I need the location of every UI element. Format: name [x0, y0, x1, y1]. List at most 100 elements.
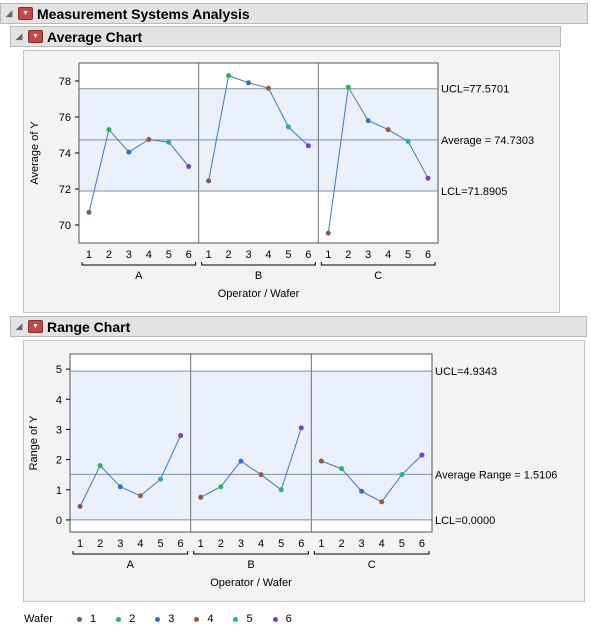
avg-data-point [246, 80, 252, 86]
legend-marker-icon [116, 616, 122, 622]
legend-item-label: 3 [168, 613, 175, 625]
avg-y-tick-label: 76 [59, 112, 71, 124]
avg-data-point [405, 138, 411, 144]
range-data-point [218, 484, 224, 490]
avg-lcl-label: LCL=71.8905 [441, 186, 507, 198]
disclosure-triangle-icon[interactable]: ◢ [5, 8, 13, 18]
range-group-bracket [193, 551, 309, 555]
range-series-line [79, 435, 182, 507]
avg-x-tick-label: 6 [305, 249, 311, 261]
average-chart-header: ◢ ▼ Average Chart [10, 26, 561, 47]
report-header: ◢ ▼ Measurement Systems Analysis [0, 3, 588, 24]
avg-y-tick-label: 72 [59, 184, 71, 196]
range-control-band [70, 371, 432, 520]
legend-label: Wafer [24, 613, 53, 625]
avg-data-point [345, 84, 351, 90]
range-series-line [321, 454, 423, 503]
range-group-bracket [313, 551, 430, 555]
range-x-tick-label: 2 [97, 538, 103, 550]
range-data-point [399, 472, 405, 478]
legend-item-label: 1 [89, 613, 97, 625]
avg-x-tick-label: 6 [425, 249, 431, 261]
avg-group-bracket [320, 262, 436, 266]
range-x-tick-label: 6 [178, 538, 184, 550]
range-data-point [359, 488, 365, 494]
red-triangle-menu-icon[interactable]: ▼ [28, 320, 43, 333]
avg-ucl-label: UCL=77.5701 [441, 84, 509, 96]
range-x-axis-title: Operator / Wafer [210, 577, 292, 589]
range-data-point [258, 472, 264, 478]
range-data-point [198, 494, 204, 500]
range-group-bracket [72, 551, 189, 555]
avg-y-axis-title: Average of Y [29, 121, 41, 185]
legend-marker-icon [76, 616, 82, 622]
avg-data-point [106, 127, 112, 133]
range-data-point [318, 458, 324, 464]
disclosure-triangle-icon[interactable]: ◢ [15, 321, 23, 331]
avg-x-tick-label: 2 [106, 249, 112, 261]
avg-data-point [166, 139, 172, 145]
range-x-tick-label: 1 [77, 538, 83, 550]
avg-data-point [385, 127, 391, 133]
avg-x-tick-label: 6 [186, 249, 192, 261]
avg-y-tick-label: 70 [59, 220, 71, 232]
range-group-label: C [368, 559, 376, 571]
range-y-tick-label: 0 [56, 515, 62, 527]
range-x-tick-label: 5 [399, 538, 405, 550]
range-data-point [77, 503, 83, 509]
range-data-point [137, 493, 143, 499]
avg-data-point [86, 209, 92, 215]
range-x-tick-label: 4 [258, 538, 264, 550]
red-triangle-menu-icon[interactable]: ▼ [28, 30, 43, 43]
red-triangle-menu-icon[interactable]: ▼ [18, 7, 33, 20]
range-y-axis-title: Range of Y [28, 415, 40, 471]
avg-x-tick-label: 5 [285, 249, 291, 261]
legend-marker-icon [233, 616, 239, 622]
legend-item[interactable]: 3 [155, 613, 174, 625]
avg-x-tick-label: 2 [226, 249, 232, 261]
avg-group-label: C [374, 270, 382, 282]
range-x-tick-label: 6 [298, 538, 304, 550]
wafer-legend: Wafer 1 2 3 4 5 6 [24, 613, 312, 625]
range-y-tick-label: 5 [56, 364, 62, 376]
disclosure-triangle-icon[interactable]: ◢ [15, 31, 23, 41]
report-title: Measurement Systems Analysis [37, 5, 250, 22]
avg-x-tick-label: 5 [405, 249, 411, 261]
legend-item[interactable]: 2 [116, 613, 135, 625]
legend-item[interactable]: 1 [76, 613, 97, 625]
range-chart-header: ◢ ▼ Range Chart [10, 316, 587, 337]
avg-x-tick-label: 2 [345, 249, 351, 261]
avg-data-point [265, 85, 271, 91]
avg-x-tick-label: 3 [365, 249, 371, 261]
legend-marker-icon [272, 616, 278, 622]
avg-series-line [327, 85, 429, 234]
range-data-point [178, 432, 184, 438]
range-x-tick-label: 1 [198, 538, 204, 550]
avg-group-label: A [135, 270, 143, 282]
range-y-tick-label: 2 [56, 455, 62, 467]
range-y-tick-label: 1 [56, 485, 62, 497]
range-ucl-label: UCL=4.9343 [435, 366, 497, 378]
range-x-tick-label: 3 [359, 538, 365, 550]
legend-item[interactable]: 4 [194, 613, 213, 625]
avg-x-tick-label: 3 [245, 249, 251, 261]
range-center-label: Average Range = 1.5106 [435, 469, 557, 481]
avg-x-tick-label: 1 [86, 249, 92, 261]
range-data-point [97, 463, 103, 469]
avg-data-point [325, 230, 331, 236]
legend-item[interactable]: 5 [233, 613, 253, 625]
legend-marker-icon [194, 616, 200, 622]
legend-item[interactable]: 6 [272, 613, 292, 625]
legend-item-label: 4 [207, 613, 214, 625]
legend-item-label: 5 [246, 613, 253, 625]
legend-item-label: 6 [285, 613, 292, 625]
range-data-point [419, 452, 425, 458]
range-data-point [158, 476, 163, 482]
range-data-point [117, 484, 123, 490]
avg-data-point [365, 118, 371, 124]
avg-x-tick-label: 1 [325, 249, 331, 261]
avg-series-line [208, 74, 309, 181]
avg-data-point [305, 143, 311, 149]
range-x-tick-label: 2 [218, 538, 224, 550]
avg-x-tick-label: 4 [146, 249, 152, 261]
